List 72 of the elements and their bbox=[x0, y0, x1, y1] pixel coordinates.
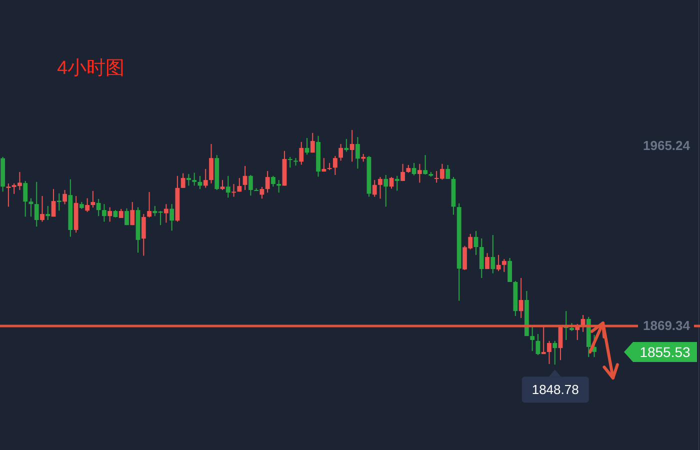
candlestick bbox=[474, 230, 478, 256]
candlestick bbox=[40, 195, 44, 222]
candlestick bbox=[417, 163, 422, 184]
candlestick bbox=[485, 252, 490, 270]
candlestick bbox=[547, 340, 552, 365]
candlestick bbox=[248, 174, 253, 196]
candlestick bbox=[260, 186, 264, 200]
candlestick bbox=[23, 180, 28, 218]
candlestick bbox=[394, 175, 400, 192]
candlestick bbox=[186, 174, 191, 186]
candlestick bbox=[141, 214, 146, 256]
candlestick bbox=[28, 198, 34, 218]
candlestick bbox=[237, 177, 242, 192]
candlestick bbox=[147, 192, 152, 218]
candlestick bbox=[130, 202, 135, 226]
annotation: 1855.53 bbox=[640, 344, 691, 360]
y-tick-label: 1965.24 bbox=[643, 138, 691, 153]
low-tooltip: 1848.78 bbox=[522, 370, 589, 403]
candlestick bbox=[552, 340, 558, 366]
candlestick bbox=[180, 172, 186, 188]
candlestick bbox=[46, 205, 50, 221]
candlestick bbox=[530, 326, 535, 352]
annotation: 1848.78 bbox=[532, 382, 579, 398]
candlestick bbox=[412, 162, 416, 176]
candlestick bbox=[344, 138, 349, 152]
candlestick bbox=[536, 333, 540, 356]
candlestick bbox=[508, 257, 512, 282]
candlestick bbox=[265, 170, 270, 194]
candlestick bbox=[356, 136, 360, 170]
candlestick bbox=[288, 156, 292, 168]
candlestick bbox=[271, 175, 276, 188]
candlestick bbox=[118, 208, 124, 218]
candlestick bbox=[242, 165, 248, 190]
candlestick bbox=[372, 180, 377, 198]
candlestick bbox=[226, 175, 230, 198]
candlestick bbox=[203, 168, 208, 188]
candlestick bbox=[479, 238, 484, 279]
candlestick bbox=[164, 204, 168, 224]
candlestick bbox=[423, 154, 428, 176]
y-tick-label: 1869.34 bbox=[643, 318, 691, 334]
candlestick bbox=[378, 176, 382, 200]
candlestick bbox=[541, 326, 546, 355]
candlestick bbox=[34, 181, 39, 228]
candlestick bbox=[62, 189, 67, 205]
candlestick bbox=[96, 198, 101, 217]
candlestick bbox=[310, 132, 315, 154]
candlestick bbox=[332, 156, 338, 176]
candlestick bbox=[276, 180, 282, 194]
candlestick bbox=[502, 258, 506, 273]
candlestick bbox=[496, 254, 501, 272]
candlestick bbox=[220, 180, 225, 190]
candlestick bbox=[85, 198, 90, 212]
candlestick bbox=[192, 172, 197, 186]
candlestick bbox=[299, 141, 304, 166]
candlestick bbox=[124, 208, 129, 226]
candlestick bbox=[338, 143, 343, 162]
candlestick bbox=[322, 158, 326, 172]
text: 4小时图 bbox=[57, 58, 125, 79]
candlestick bbox=[108, 206, 112, 222]
candlestick bbox=[350, 129, 354, 162]
candlestick bbox=[490, 234, 496, 274]
candlestick bbox=[518, 278, 524, 319]
candlestick bbox=[232, 183, 236, 198]
candlestick bbox=[446, 164, 450, 180]
candlestick bbox=[90, 190, 96, 208]
candlestick bbox=[170, 204, 174, 232]
candlestick bbox=[51, 188, 56, 218]
candlestick bbox=[384, 174, 388, 208]
candlestick bbox=[209, 143, 214, 184]
candlestick bbox=[102, 204, 106, 222]
candlestick bbox=[400, 163, 405, 182]
candlestick bbox=[56, 192, 62, 212]
